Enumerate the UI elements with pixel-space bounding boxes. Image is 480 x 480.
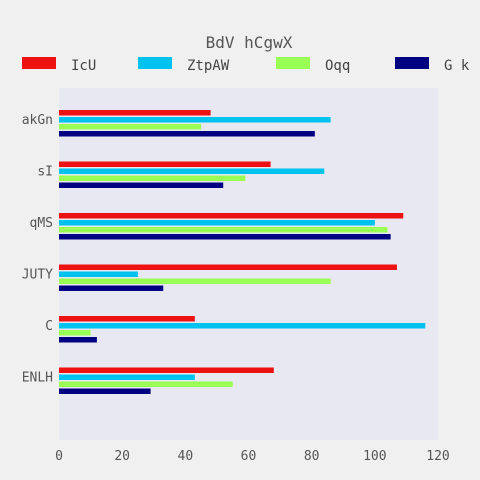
bar-ENLH-IcU <box>59 367 274 373</box>
bar-sI-IcU <box>59 161 271 167</box>
y-tick-label: ENLH <box>22 371 53 386</box>
x-tick-label: 20 <box>114 449 130 464</box>
y-tick-label: sI <box>37 165 53 180</box>
bar-JUTY-Gk <box>59 285 164 291</box>
bar-JUTY-ZtpAW <box>59 271 138 277</box>
bar-qMS-ZtpAW <box>59 220 375 226</box>
bar-C-IcU <box>59 316 195 322</box>
x-tick-label: 100 <box>363 449 386 464</box>
y-tick-label: qMS <box>30 216 53 231</box>
bar-ENLH-Gk <box>59 388 151 394</box>
bar-akGn-Oqq <box>59 124 202 130</box>
bar-qMS-Oqq <box>59 227 388 233</box>
legend-label-1: IcU <box>71 58 96 74</box>
legend-swatch-2 <box>138 57 172 69</box>
bar-akGn-ZtpAW <box>59 117 331 123</box>
x-tick-label: 80 <box>304 449 320 464</box>
x-tick-label: 120 <box>426 449 449 464</box>
y-tick-label: JUTY <box>22 268 53 283</box>
legend-label-3: Oqq <box>325 58 350 74</box>
x-tick-label: 60 <box>241 449 257 464</box>
y-tick-label: akGn <box>22 113 53 128</box>
y-axis-labels: akGn sI qMS JUTY C ENLH <box>22 113 53 386</box>
bar-C-ZtpAW <box>59 323 426 329</box>
x-axis-labels: 0 20 40 60 80 100 120 <box>55 449 450 464</box>
bar-ENLH-Oqq <box>59 381 233 387</box>
y-tick-label: C <box>45 319 53 334</box>
bar-akGn-Gk <box>59 131 315 137</box>
bar-akGn-IcU <box>59 110 211 116</box>
bar-C-Oqq <box>59 330 91 336</box>
bar-ENLH-ZtpAW <box>59 374 195 380</box>
legend-label-2: ZtpAW <box>187 58 230 74</box>
bar-sI-Gk <box>59 182 224 188</box>
bar-JUTY-Oqq <box>59 278 331 284</box>
legend-swatch-3 <box>276 57 310 69</box>
bar-qMS-IcU <box>59 213 404 219</box>
chart-title: BdV hCgwX <box>206 33 293 52</box>
legend-label-4: G k <box>444 58 470 74</box>
plot-area <box>59 88 438 440</box>
legend-swatch-1 <box>22 57 56 69</box>
legend: IcU ZtpAW Oqq G k <box>22 57 470 74</box>
x-tick-label: 40 <box>178 449 194 464</box>
legend-swatch-4 <box>395 57 429 69</box>
bars <box>59 110 426 394</box>
bar-JUTY-IcU <box>59 264 397 270</box>
bar-sI-Oqq <box>59 175 246 181</box>
x-tick-label: 0 <box>55 449 63 464</box>
bar-C-Gk <box>59 337 97 343</box>
bar-qMS-Gk <box>59 234 391 240</box>
bar-sI-ZtpAW <box>59 168 325 174</box>
